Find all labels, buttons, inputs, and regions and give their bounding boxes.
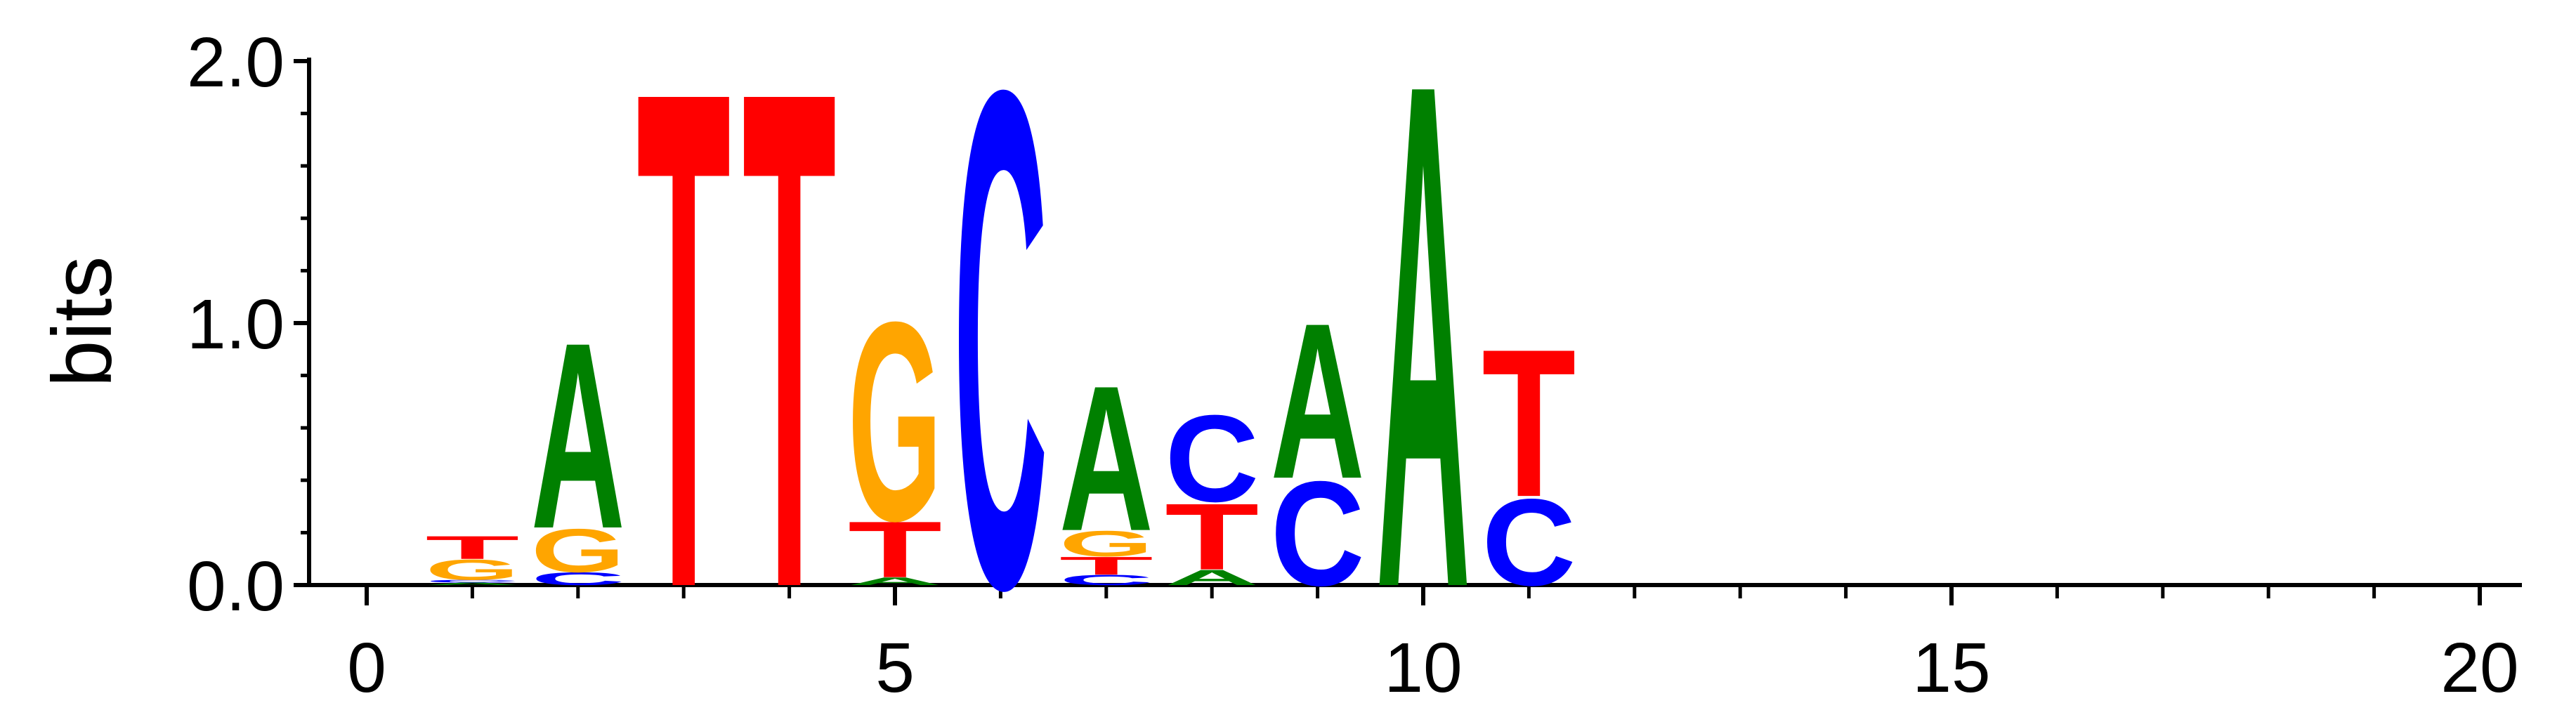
logo-letter-c: C xyxy=(1271,450,1365,617)
logo-letter-t: T xyxy=(1482,305,1576,541)
logo-letter-g: G xyxy=(1059,523,1153,564)
logo-letter-a: A xyxy=(1376,0,1470,722)
logo-letter-g: G xyxy=(425,553,519,586)
logo-letter-c: C xyxy=(1165,390,1259,528)
logo-letter-g: G xyxy=(531,516,625,586)
logo-letter-t: T xyxy=(848,505,942,594)
logo-letter-a: A xyxy=(531,287,625,584)
logo-letter-t: T xyxy=(743,0,837,722)
x-tick-label: 0 xyxy=(347,629,386,707)
logo-letter-c: C xyxy=(953,0,1047,722)
logo-letter-c: C xyxy=(1059,572,1153,588)
x-tick-label: 15 xyxy=(1912,629,1990,707)
x-tick-label: 20 xyxy=(2440,629,2518,707)
logo-letter-c: C xyxy=(531,569,625,589)
y-axis-title: bits xyxy=(35,256,129,388)
logo-letter-t: T xyxy=(636,0,731,722)
y-tick-label: 0.0 xyxy=(187,547,285,626)
logo-letter-a: A xyxy=(1271,276,1365,525)
logo-letter-g: G xyxy=(848,263,942,579)
logo-letter-a: A xyxy=(1165,565,1259,590)
logo-letter-a: A xyxy=(1059,343,1153,575)
y-tick-label: 1.0 xyxy=(187,285,285,364)
logo-letter-a: A xyxy=(425,582,519,586)
logo-letter-t: T xyxy=(425,529,519,565)
y-tick-label: 2.0 xyxy=(187,23,285,102)
logo-letter-a: A xyxy=(848,575,942,587)
axis-ticks: 0.0 1.0 2.0 0 5 10 15 20 xyxy=(187,23,2519,707)
logo-letter-t: T xyxy=(1059,552,1153,580)
logo-letter-c: C xyxy=(425,579,519,584)
x-tick-label: 10 xyxy=(1384,629,1462,707)
x-tick-label: 5 xyxy=(875,629,915,707)
logo-letter-t: T xyxy=(1165,484,1259,590)
logo-letter-c: C xyxy=(1482,473,1576,612)
